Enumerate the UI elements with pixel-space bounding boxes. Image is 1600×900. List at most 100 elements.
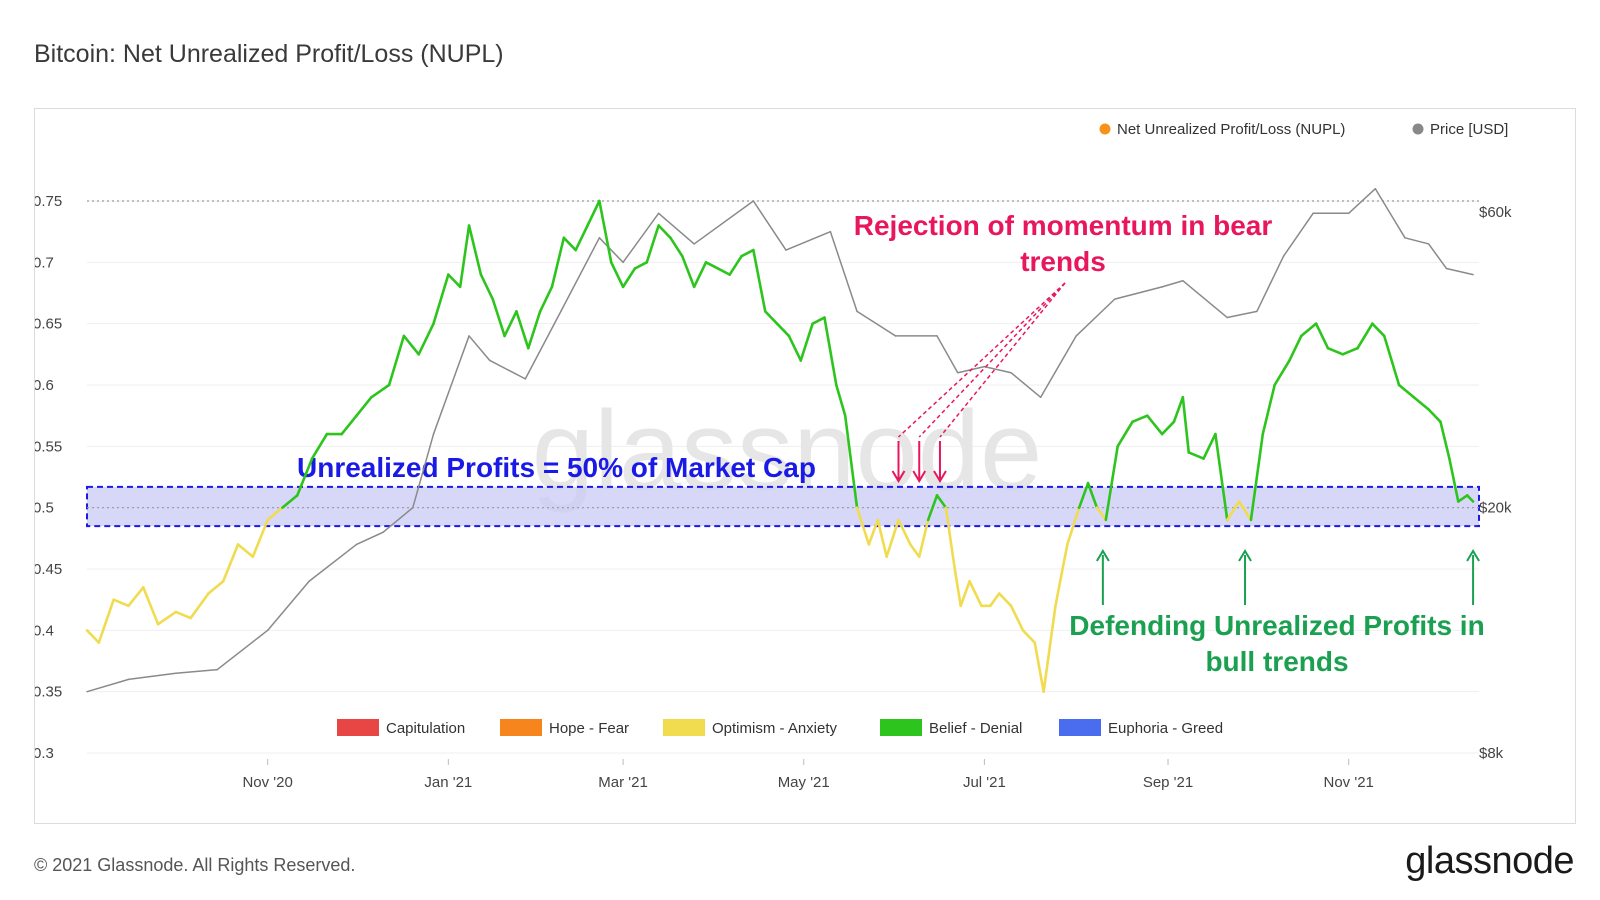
nupl-segment xyxy=(1356,322,1374,350)
nupl-segment xyxy=(621,267,637,289)
nupl-segment xyxy=(550,236,566,289)
nupl-segment xyxy=(645,224,660,264)
y-axis-right: $60k $20k $8k xyxy=(1479,204,1512,762)
nupl-segment xyxy=(1314,322,1330,350)
nupl-segment xyxy=(855,506,871,546)
nupl-segment xyxy=(127,586,145,608)
price-segment xyxy=(785,230,832,251)
price-segment xyxy=(693,200,755,245)
bear-annotation-dashed xyxy=(939,282,1066,438)
bear-annotation-text: Rejection of momentum in bear xyxy=(854,210,1273,241)
price-segment xyxy=(524,310,562,380)
price-segment xyxy=(856,310,897,337)
nupl-segment xyxy=(236,543,255,559)
nupl-segment xyxy=(467,224,483,276)
annotations: Rejection of momentum in bear trends Defen… xyxy=(854,210,1485,677)
nupl-segment xyxy=(458,224,471,289)
nupl-segment xyxy=(775,322,791,338)
nupl-segment xyxy=(953,567,963,608)
nupl-series xyxy=(85,199,1475,693)
nupl-segment xyxy=(1066,506,1081,546)
nupl-segment xyxy=(1131,414,1149,424)
nupl-segment xyxy=(387,334,406,387)
zone-legend: Capitulation Hope - Fear Optimism - Anxiet… xyxy=(337,719,1223,737)
nupl-segment xyxy=(787,334,803,362)
price-segment xyxy=(1347,187,1377,215)
bear-arrow-head xyxy=(912,470,927,483)
price-segment xyxy=(432,335,470,435)
y-axis-left: 0.75 0.7 0.65 0.6 0.55 0.5 0.45 0.4 0.35 0.3 xyxy=(35,193,62,762)
price-segment xyxy=(127,672,177,681)
nupl-segment xyxy=(1465,494,1475,503)
y-left-tick: 0.35 xyxy=(35,684,62,701)
chart-panel: glassnode Unrealized Profits = 50% of Ma… xyxy=(34,108,1576,824)
nupl-segment xyxy=(823,316,838,387)
price-segment xyxy=(1445,267,1474,276)
zone-swatch xyxy=(500,719,542,736)
nupl-segment xyxy=(1237,500,1253,522)
nupl-segment xyxy=(574,224,589,252)
nupl-segment xyxy=(112,598,130,608)
zone-label: Optimism - Anxiety xyxy=(712,720,838,737)
nupl-segment xyxy=(1412,395,1430,411)
bull-arrow-head xyxy=(1466,549,1480,562)
zone-swatch xyxy=(1059,719,1101,736)
nupl-segment xyxy=(740,248,755,258)
band-label: Unrealized Profits = 50% of Market Cap xyxy=(297,452,816,483)
nupl-segment xyxy=(843,414,859,509)
price-segment xyxy=(1374,187,1406,239)
y-left-tick: 0.4 xyxy=(35,622,54,639)
nupl-segment xyxy=(897,518,912,546)
y-left-tick: 0.3 xyxy=(35,745,54,762)
price-segment xyxy=(382,506,414,533)
x-tick-label: Jan '21 xyxy=(424,774,472,791)
y-right-tick: $8k xyxy=(1479,745,1504,762)
price-segment xyxy=(216,629,269,671)
price-segment xyxy=(308,543,358,583)
nupl-segment xyxy=(221,543,240,583)
nupl-segment xyxy=(917,518,930,559)
x-tick-label: Mar '21 xyxy=(598,774,648,791)
price-segment xyxy=(936,335,959,374)
y-right-tick: $60k xyxy=(1479,204,1512,221)
nupl-segment xyxy=(1172,395,1185,424)
nupl-segment xyxy=(1033,641,1045,693)
profit-band: Unrealized Profits = 50% of Market Cap xyxy=(86,452,1480,528)
legend-label: Price [USD] xyxy=(1430,121,1508,138)
nupl-segment xyxy=(417,322,435,356)
price-segment xyxy=(1010,371,1042,399)
zone-swatch xyxy=(880,719,922,736)
nupl-segment xyxy=(156,610,178,626)
nupl-segment xyxy=(538,285,554,313)
x-tick-label: Jul '21 xyxy=(963,774,1006,791)
nupl-segment xyxy=(310,432,329,460)
y-left-tick: 0.45 xyxy=(35,561,62,578)
nupl-segment xyxy=(1341,346,1359,356)
nupl-segment xyxy=(1397,383,1416,399)
nupl-segment xyxy=(1382,334,1401,387)
nupl-segment xyxy=(763,310,779,325)
nupl-segment xyxy=(1371,322,1386,338)
bear-annotation-dashed xyxy=(918,282,1066,438)
price-segment xyxy=(1427,243,1448,270)
nupl-segment xyxy=(657,224,672,240)
nupl-segment xyxy=(562,236,577,252)
price-series xyxy=(86,187,1474,693)
nupl-segment xyxy=(1214,432,1229,522)
bear-arrow-head xyxy=(891,470,906,483)
nupl-segment xyxy=(503,310,518,338)
nupl-segment xyxy=(909,543,921,559)
price-segment xyxy=(1113,286,1163,300)
nupl-segment xyxy=(1145,414,1164,436)
nupl-segment xyxy=(692,261,708,289)
nupl-chart: glassnode Unrealized Profits = 50% of Ma… xyxy=(35,121,1512,791)
nupl-segment xyxy=(1273,359,1291,387)
nupl-segment xyxy=(926,494,939,522)
y-left-tick: 0.75 xyxy=(35,193,62,210)
nupl-segment xyxy=(189,592,210,620)
nupl-segment xyxy=(295,457,314,497)
nupl-segment xyxy=(835,383,847,417)
nupl-segment xyxy=(885,518,900,559)
nupl-segment xyxy=(1160,420,1176,436)
nupl-segment xyxy=(669,236,684,258)
